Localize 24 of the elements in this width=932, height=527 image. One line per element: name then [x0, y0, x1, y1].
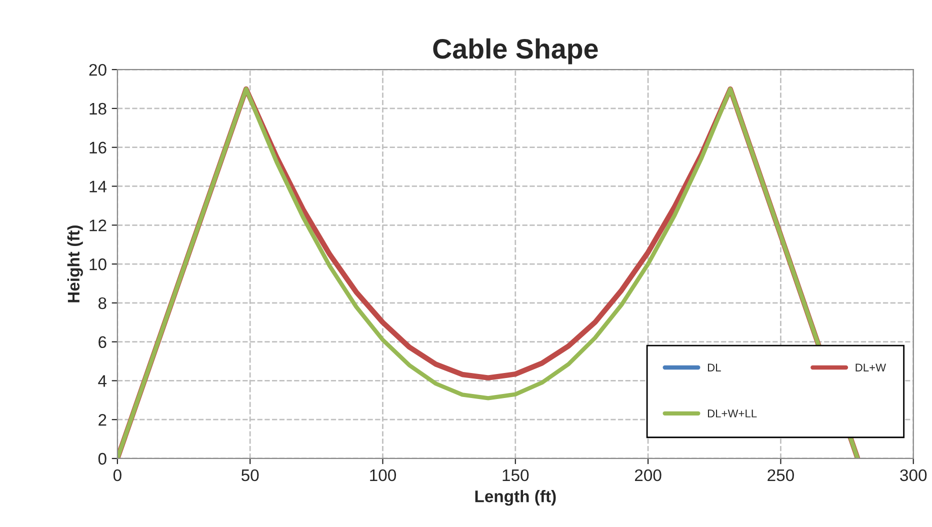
y-tick-label: 20	[89, 64, 106, 76]
y-tick-label: 10	[90, 258, 106, 270]
y-tick-label: 14	[90, 180, 107, 192]
x-tick-label: 300	[900, 469, 927, 482]
y-axis-title: Height (ft)	[67, 226, 83, 302]
y-tick-label: 2	[98, 414, 106, 426]
y-tick-label: 0	[98, 452, 106, 465]
x-tick-label: 150	[502, 469, 529, 482]
x-tick-label: 200	[634, 469, 662, 482]
y-tick-label: 6	[98, 336, 106, 348]
y-tick-label: 18	[90, 102, 106, 115]
y-tick-label: 8	[98, 297, 106, 310]
legend-label: DL	[708, 364, 721, 372]
chart-title: Cable Shape	[433, 38, 598, 64]
y-tick-label: 16	[90, 142, 106, 154]
x-tick-label: 250	[768, 469, 794, 482]
legend-label: DL+W	[856, 364, 886, 372]
x-tick-label: 0	[113, 469, 122, 482]
y-tick-label: 12	[90, 220, 106, 232]
x-axis-title: Length (ft)	[475, 490, 556, 506]
legend-label: DL+W+LL	[708, 410, 757, 418]
x-tick-label: 100	[370, 469, 396, 482]
y-tick-label: 4	[98, 375, 107, 387]
x-tick-label: 50	[241, 469, 259, 482]
